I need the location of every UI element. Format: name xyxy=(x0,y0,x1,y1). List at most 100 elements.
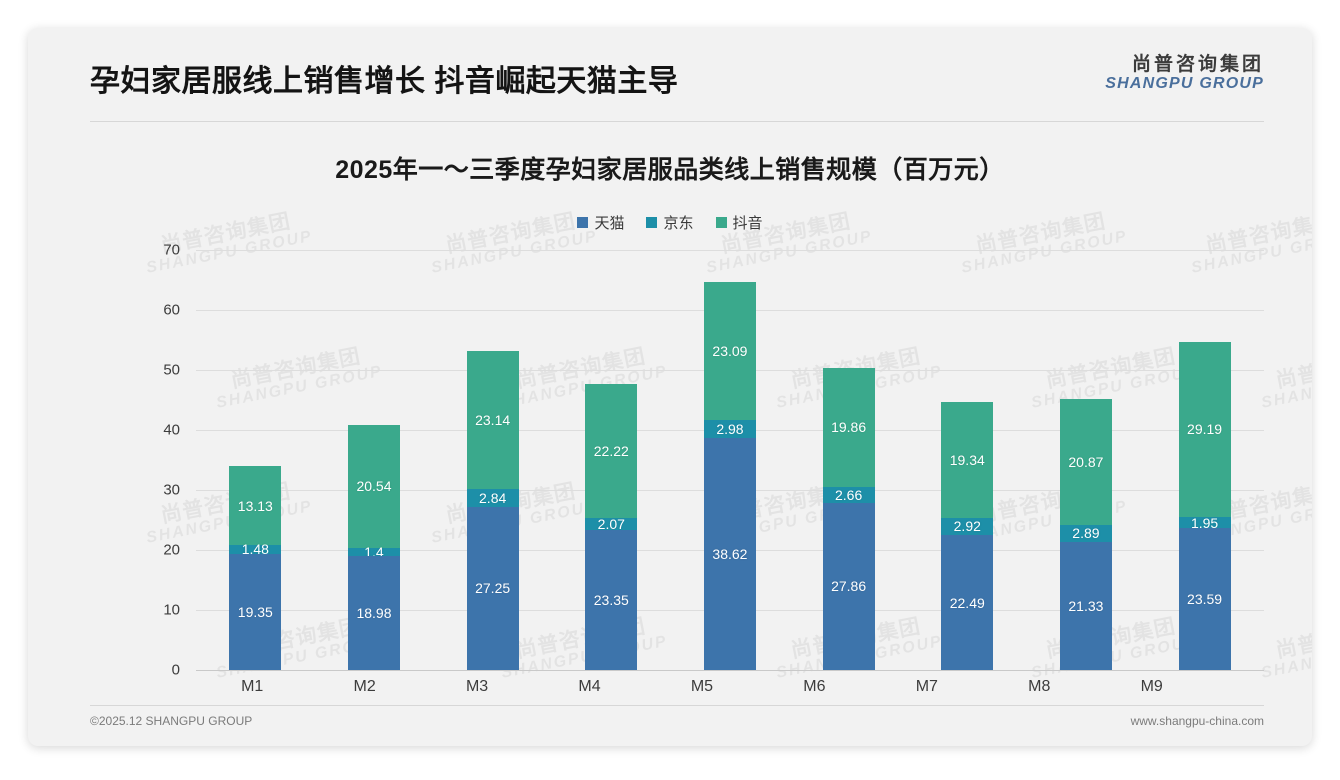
legend-item-抖音[interactable]: 抖音 xyxy=(715,212,763,233)
bar-group-M8[interactable]: 20.87 2.89 21.33 xyxy=(1059,250,1112,670)
bar-segment-抖音[interactable]: 22.22 xyxy=(585,384,638,518)
legend-label: 抖音 xyxy=(732,215,763,232)
bar-segment-天猫[interactable]: 27.25 xyxy=(466,506,519,670)
x-axis-tick-M2: M2 xyxy=(353,678,376,695)
chart-plot-area: 70 60 50 40 30 20 10 0 13.13 1.48 19.35 20.54 1.4 18… xyxy=(154,242,1264,679)
bar-segment-京东[interactable]: 1.4 xyxy=(347,543,400,560)
y-axis: 70 60 50 40 30 20 10 0 xyxy=(154,242,188,679)
bar-segment-抖音[interactable]: 19.34 xyxy=(941,401,994,518)
bar-value-label: 2.84 xyxy=(479,489,507,506)
bar-group-M1[interactable]: 13.13 1.48 19.35 xyxy=(229,250,282,670)
bar-value-label: 1.4 xyxy=(364,543,384,560)
legend-item-京东[interactable]: 京东 xyxy=(646,212,694,233)
y-axis-tick-label: 50 xyxy=(163,361,180,379)
bar-group-M3[interactable]: 23.14 2.84 27.25 xyxy=(466,250,519,670)
bar-value-label: 19.86 xyxy=(831,419,867,436)
bar-value-label: 2.98 xyxy=(716,421,744,438)
footer-copyright: ©2025.12 SHANGPU GROUP xyxy=(90,714,253,728)
x-axis-tick-M1: M1 xyxy=(241,678,264,695)
bar-segment-天猫[interactable]: 22.49 xyxy=(941,535,994,670)
y-axis-tick-label: 10 xyxy=(163,601,180,619)
bar-value-label: 1.48 xyxy=(241,541,269,558)
x-axis-tick-M5: M5 xyxy=(690,678,714,695)
bar-segment-京东[interactable]: 1.48 xyxy=(229,541,282,558)
bar-value-label: 38.62 xyxy=(712,546,748,563)
bar-segment-抖音[interactable]: 20.54 xyxy=(347,424,400,548)
bar-segment-抖音[interactable]: 20.87 xyxy=(1059,399,1112,525)
y-axis-tick-label: 20 xyxy=(163,541,180,559)
bar-segment-京东[interactable]: 2.07 xyxy=(585,515,638,532)
bar-value-label: 27.25 xyxy=(475,580,511,597)
company-logo: 尚普咨询集团 SHANGPU GROUP xyxy=(1105,54,1264,93)
bar-segment-天猫[interactable]: 23.59 xyxy=(1178,528,1231,670)
x-axis-tick-M6: M6 xyxy=(803,678,826,695)
bar-segment-抖音[interactable]: 19.86 xyxy=(822,367,875,487)
bar-segment-天猫[interactable]: 27.86 xyxy=(822,502,875,670)
bar-segment-抖音[interactable]: 23.09 xyxy=(703,281,756,421)
bar-segment-抖音[interactable]: 13.13 xyxy=(229,466,282,546)
bar-group-M7[interactable]: 19.34 2.92 22.49 xyxy=(941,250,994,670)
bar-value-label: 21.33 xyxy=(1068,598,1104,615)
legend-swatch-icon xyxy=(577,217,589,228)
x-axis: M1 M2 M3 M4 M5 M6 M7 M8 M9 xyxy=(196,678,1208,696)
gridline xyxy=(196,250,1264,251)
bar-segment-抖音[interactable]: 23.14 xyxy=(466,350,519,490)
legend-swatch-icon xyxy=(715,217,727,228)
y-axis-tick-label: 30 xyxy=(163,481,180,499)
y-axis-tick-label: 0 xyxy=(171,661,180,679)
legend-item-天猫[interactable]: 天猫 xyxy=(577,212,624,233)
x-axis-tick-M4: M4 xyxy=(578,678,601,695)
bar-value-label: 13.13 xyxy=(237,497,273,514)
bar-segment-天猫[interactable]: 23.35 xyxy=(585,529,638,670)
bar-value-label: 18.98 xyxy=(356,605,392,622)
bar-segment-京东[interactable]: 2.66 xyxy=(822,486,875,503)
bar-segment-京东[interactable]: 2.84 xyxy=(466,489,519,507)
bar-value-label: 1.95 xyxy=(1190,514,1219,531)
y-axis-tick-label: 70 xyxy=(163,241,180,259)
bar-segment-京东[interactable]: 1.95 xyxy=(1178,514,1231,531)
bar-value-label: 2.66 xyxy=(834,486,863,503)
bar-value-label: 23.59 xyxy=(1187,591,1223,608)
legend-label: 天猫 xyxy=(594,215,625,232)
chart-legend: 天猫 京东 抖音 xyxy=(28,212,1312,233)
bar-group-M2[interactable]: 20.54 1.4 18.98 xyxy=(347,250,400,670)
bar-group-M5[interactable]: 23.09 2.98 38.62 xyxy=(703,250,756,670)
page-title: 孕妇家居服线上销售增长 抖音崛起天猫主导 xyxy=(90,65,679,98)
bar-value-label: 19.35 xyxy=(237,603,273,620)
slide-card: 尚普咨询集团 SHANGPU GROUP 尚普咨询集团 SHANGPU GROUP 尚普… xyxy=(28,28,1312,746)
bar-value-label: 20.87 xyxy=(1068,454,1104,471)
legend-swatch-icon xyxy=(646,217,658,228)
slide-header: 孕妇家居服线上销售增长 抖音崛起天猫主导 尚普咨询集团 SHANGPU GROU… xyxy=(28,28,1312,124)
bar-value-label: 20.54 xyxy=(356,478,392,495)
logo-chinese-text: 尚普咨询集团 xyxy=(1131,54,1264,75)
bar-segment-京东[interactable]: 2.92 xyxy=(941,517,994,536)
bar-value-label: 2.07 xyxy=(597,515,625,532)
x-axis-tick-M9: M9 xyxy=(1140,678,1163,695)
footer-divider xyxy=(90,705,1264,706)
x-axis-tick-M3: M3 xyxy=(465,678,489,695)
bar-value-label: 23.09 xyxy=(712,343,748,360)
bar-segment-天猫[interactable]: 21.33 xyxy=(1059,542,1112,670)
bar-group-M9[interactable]: 29.19 1.95 23.59 xyxy=(1178,250,1231,670)
bar-segment-天猫[interactable]: 18.98 xyxy=(347,556,400,670)
bar-segment-京东[interactable]: 2.98 xyxy=(703,420,756,439)
footer-website[interactable]: www.shangpu-china.com xyxy=(1130,714,1264,728)
bar-value-label: 29.19 xyxy=(1187,421,1223,438)
bar-segment-天猫[interactable]: 19.35 xyxy=(229,553,282,670)
bar-segment-抖音[interactable]: 29.19 xyxy=(1178,341,1231,517)
bar-group-M6[interactable]: 19.86 2.66 27.86 xyxy=(822,250,875,670)
bar-group-M4[interactable]: 22.22 2.07 23.35 xyxy=(585,250,638,670)
bar-value-label: 2.92 xyxy=(953,518,981,535)
bar-value-label: 23.35 xyxy=(593,591,629,608)
bar-value-label: 22.49 xyxy=(949,594,985,611)
bar-value-label: 27.86 xyxy=(831,578,867,595)
legend-label: 京东 xyxy=(663,215,694,232)
bar-value-label: 19.34 xyxy=(949,451,985,468)
bar-segment-天猫[interactable]: 38.62 xyxy=(703,438,756,670)
logo-english-text: SHANGPU GROUP xyxy=(1105,75,1264,93)
header-divider xyxy=(90,121,1264,122)
bar-segment-京东[interactable]: 2.89 xyxy=(1059,524,1112,543)
y-axis-tick-label: 40 xyxy=(163,421,180,439)
